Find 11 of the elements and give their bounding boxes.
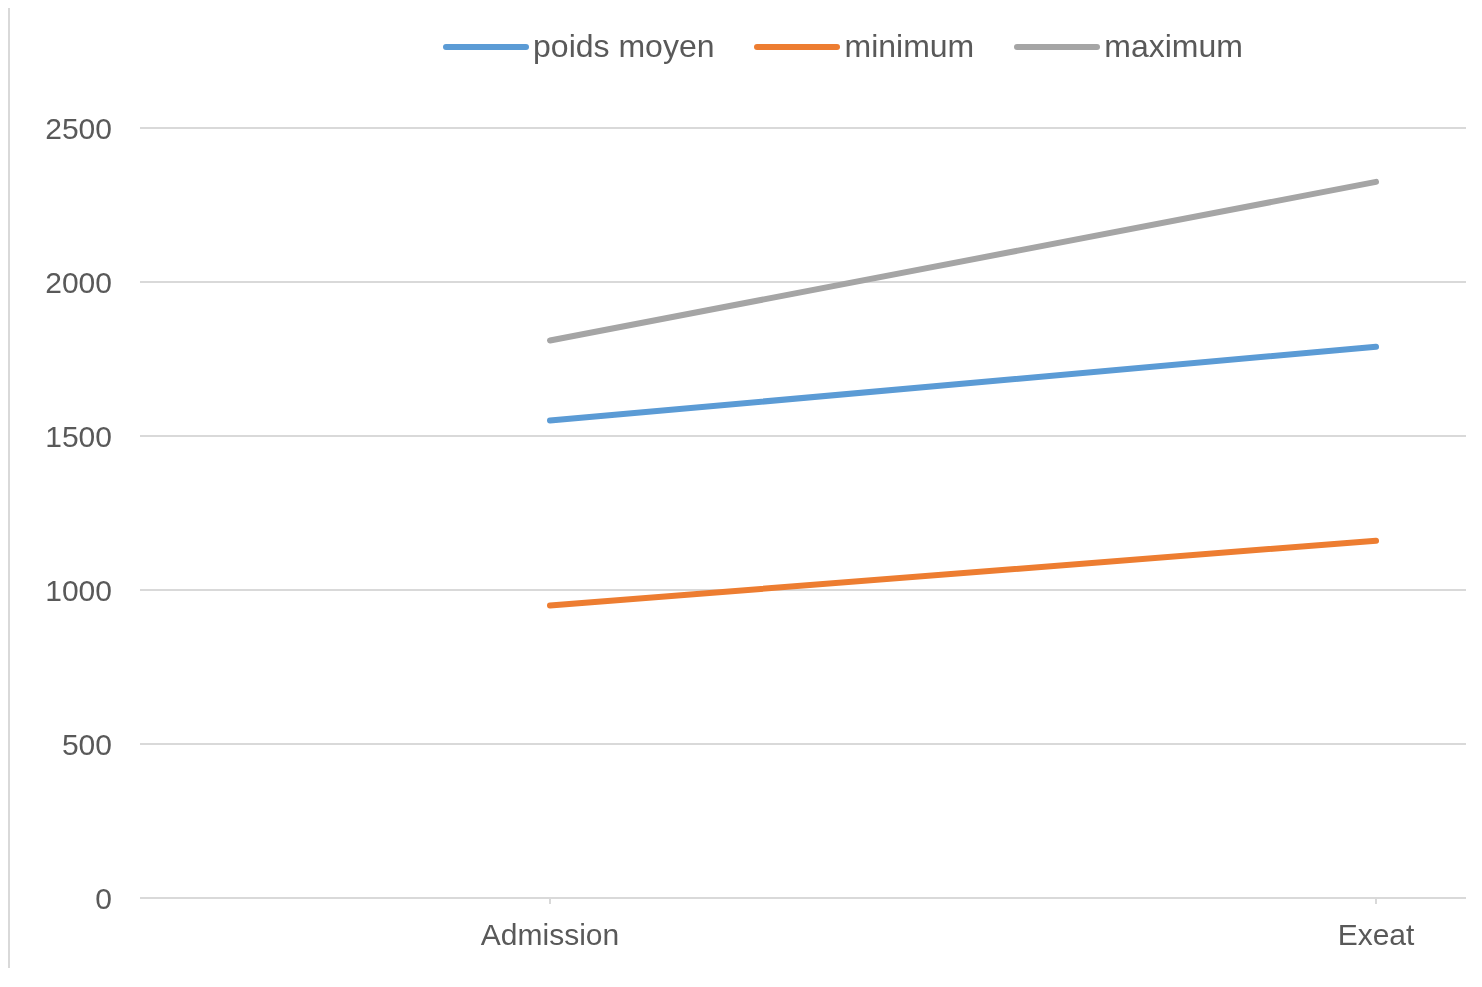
y-tick-label: 500 bbox=[61, 727, 112, 761]
y-tick-label: 2000 bbox=[45, 265, 112, 299]
legend-label: maximum bbox=[1104, 28, 1243, 65]
legend-label: poids moyen bbox=[533, 28, 715, 65]
y-tick-label: 0 bbox=[95, 881, 112, 915]
x-tick-label: Admission bbox=[480, 918, 620, 952]
y-tick-label: 1000 bbox=[45, 573, 112, 607]
y-tick-label: 2500 bbox=[45, 111, 112, 145]
x-tick-label: Exeat bbox=[1337, 918, 1416, 952]
y-tick-label: 1500 bbox=[45, 419, 112, 453]
legend-label: minimum bbox=[844, 28, 975, 65]
